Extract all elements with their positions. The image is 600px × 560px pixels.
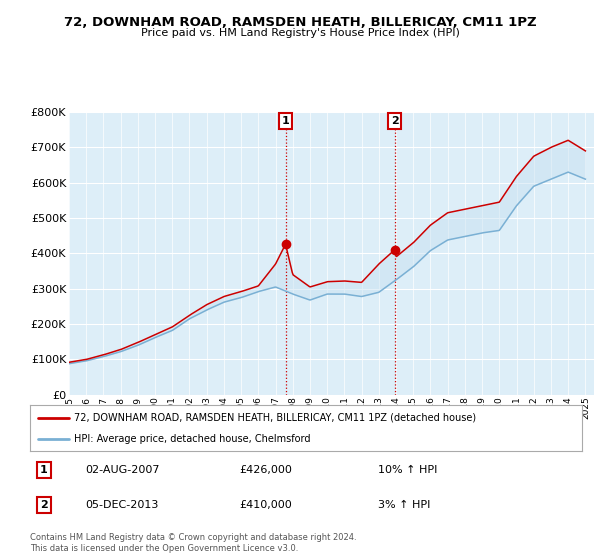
Text: Contains HM Land Registry data © Crown copyright and database right 2024.
This d: Contains HM Land Registry data © Crown c… [30,533,356,553]
Text: 05-DEC-2013: 05-DEC-2013 [85,500,158,510]
Text: 1: 1 [281,116,289,126]
Text: 72, DOWNHAM ROAD, RAMSDEN HEATH, BILLERICAY, CM11 1PZ: 72, DOWNHAM ROAD, RAMSDEN HEATH, BILLERI… [64,16,536,29]
Text: £426,000: £426,000 [240,465,293,475]
Text: 10% ↑ HPI: 10% ↑ HPI [378,465,437,475]
Text: 72, DOWNHAM ROAD, RAMSDEN HEATH, BILLERICAY, CM11 1PZ (detached house): 72, DOWNHAM ROAD, RAMSDEN HEATH, BILLERI… [74,413,476,423]
Text: 02-AUG-2007: 02-AUG-2007 [85,465,160,475]
Text: 2: 2 [391,116,398,126]
Text: 1: 1 [40,465,47,475]
Text: 2: 2 [40,500,47,510]
Text: £410,000: £410,000 [240,500,293,510]
Text: HPI: Average price, detached house, Chelmsford: HPI: Average price, detached house, Chel… [74,435,311,444]
Text: 3% ↑ HPI: 3% ↑ HPI [378,500,430,510]
Text: Price paid vs. HM Land Registry's House Price Index (HPI): Price paid vs. HM Land Registry's House … [140,28,460,38]
